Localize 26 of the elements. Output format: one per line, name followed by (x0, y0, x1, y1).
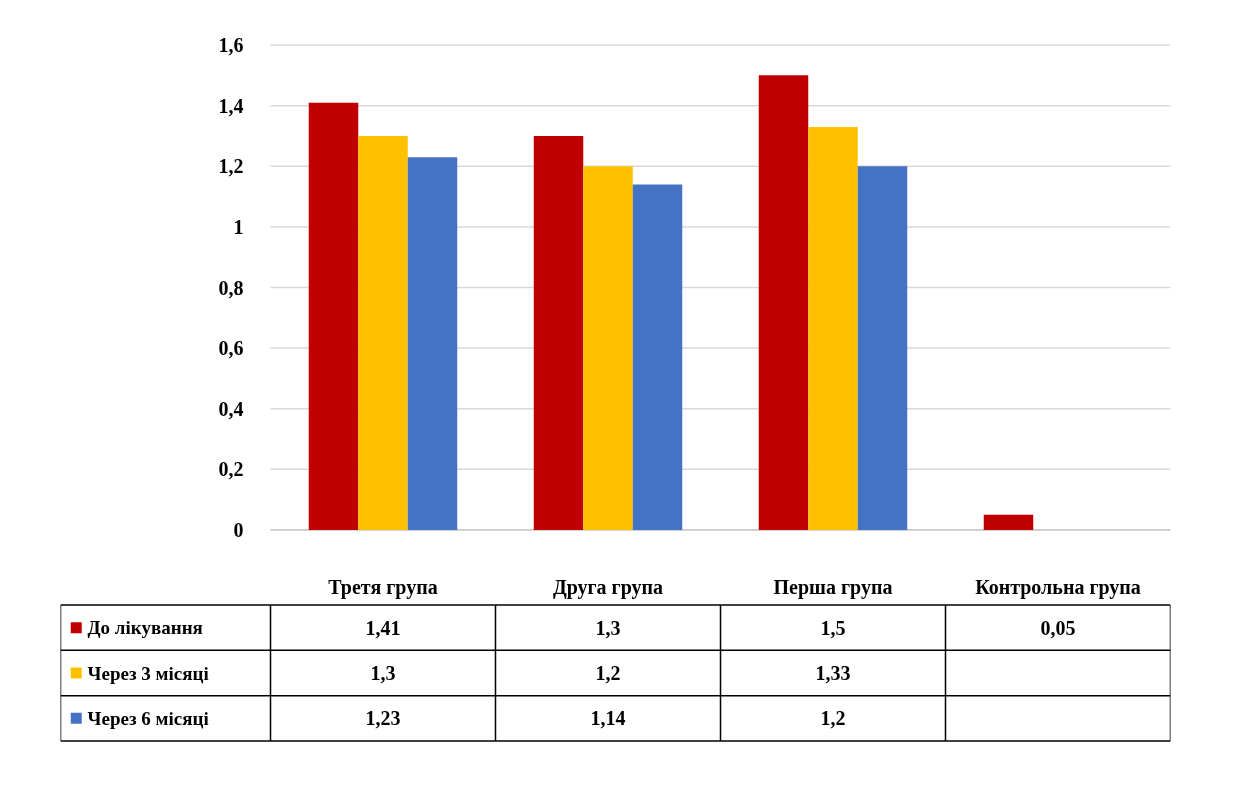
y-tick-label: 0,4 (218, 397, 244, 420)
data-label: 0,05 (1040, 616, 1076, 639)
data-label: 1,2 (595, 662, 621, 684)
y-tick-label: 1,4 (218, 94, 244, 117)
data-label: 1,2 (820, 707, 846, 730)
legend-label: Через 3 місяці (87, 662, 209, 684)
y-tick-label: 0 (233, 518, 244, 541)
data-label: 1,23 (365, 707, 401, 730)
x-tick-label: Перша група (773, 575, 893, 599)
y-tick-label: 0,6 (218, 337, 244, 360)
y-tick-label: 1,2 (218, 155, 244, 178)
x-tick-label: Третя група (328, 575, 438, 599)
x-tick-label: Контрольна група (975, 575, 1141, 599)
x-tick-label: Друга група (552, 575, 664, 599)
data-label: 1,41 (365, 616, 401, 639)
data-label: 1,3 (370, 662, 396, 684)
y-tick-label: 1,6 (218, 34, 244, 57)
y-tick-label: 0,2 (218, 458, 244, 481)
data-label: 1,3 (595, 616, 621, 639)
y-tick-label: 0,8 (218, 276, 244, 299)
data-label: 1,14 (590, 707, 626, 730)
legend-label: До лікування (87, 617, 203, 639)
data-label: 1,5 (820, 616, 846, 639)
y-tick-label: 1 (233, 215, 244, 238)
data-label: 1,33 (815, 662, 851, 684)
legend-label: Через 6 місяці (87, 707, 209, 729)
